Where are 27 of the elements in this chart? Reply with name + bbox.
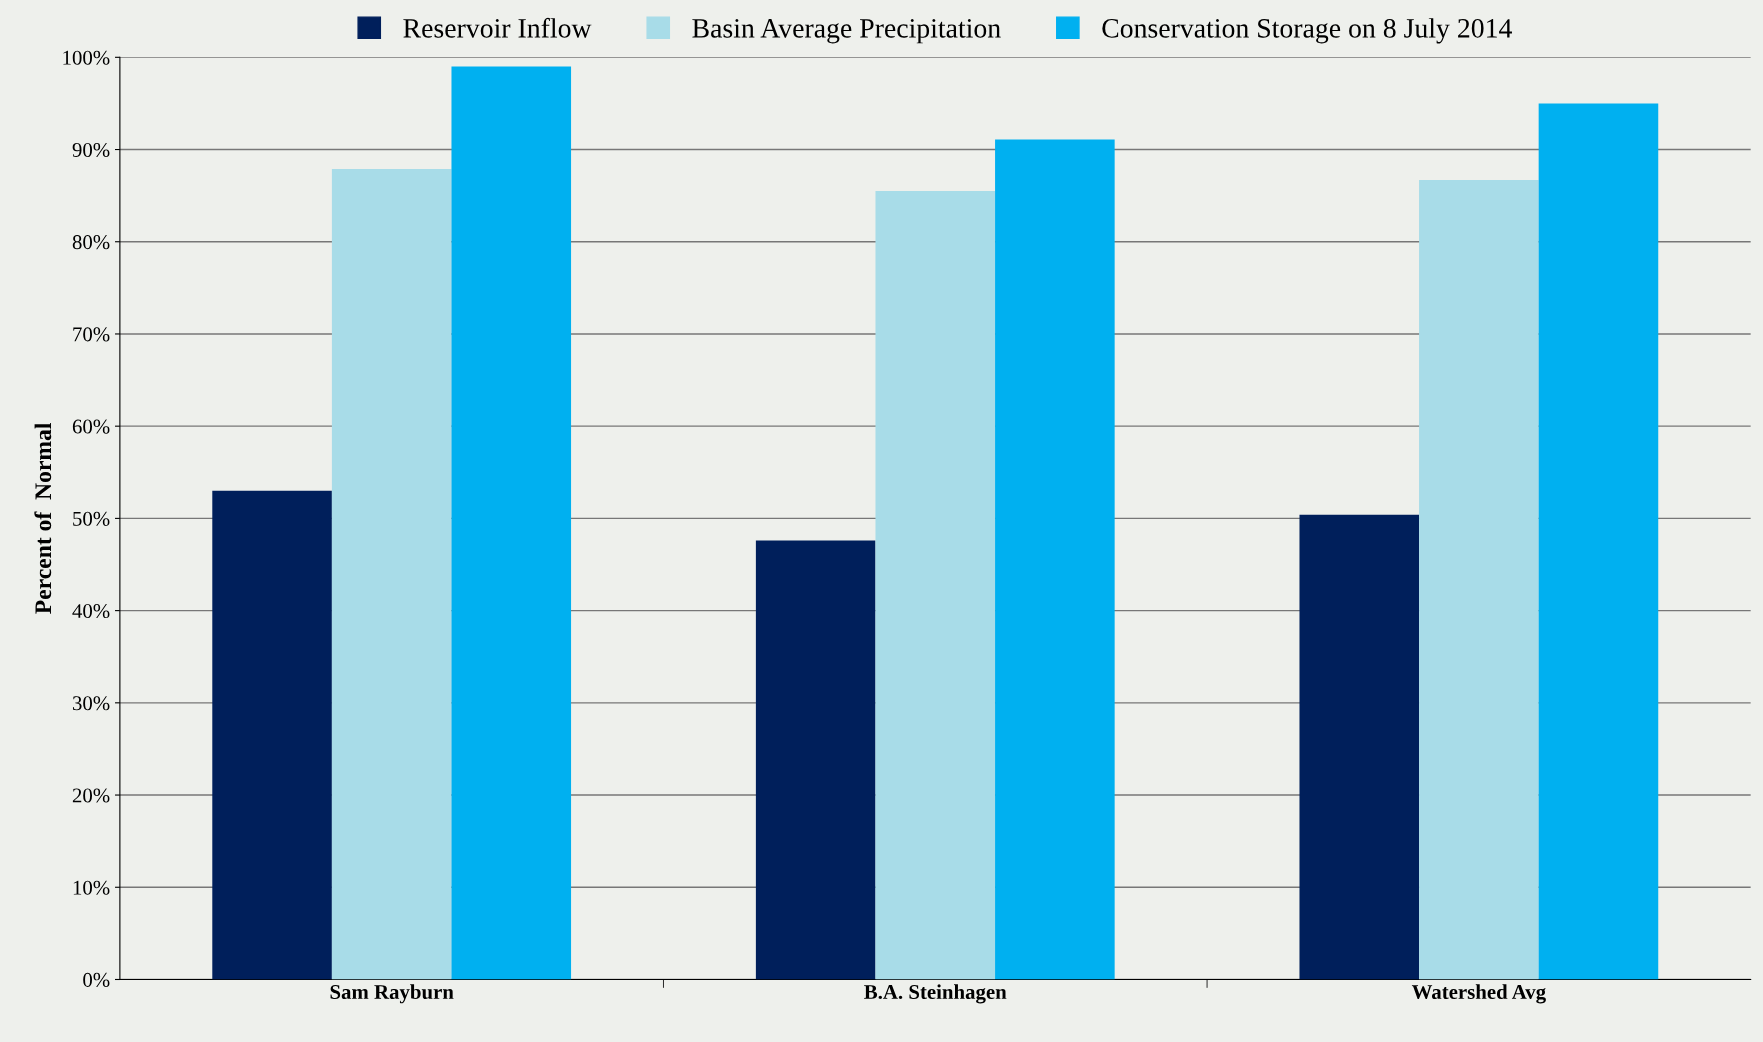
y-tick-label: 10% <box>73 880 110 895</box>
y-tick-label: 70% <box>73 327 110 342</box>
bar <box>875 191 996 980</box>
bar <box>212 490 332 980</box>
legend-label: Reservoir Inflow <box>403 17 592 38</box>
bar <box>995 139 1115 980</box>
y-tick-label: 40% <box>72 603 110 619</box>
legend-label: Conservation Storage on 8 July 2014 <box>1102 18 1512 44</box>
x-tick-label: Watershed Avg <box>1411 984 1546 1004</box>
y-tick-label: 30% <box>72 696 110 711</box>
y-tick-label: 60% <box>72 419 110 434</box>
bar <box>331 168 452 980</box>
bar <box>1419 179 1539 980</box>
y-tick-label: 50% <box>73 511 110 526</box>
bar <box>1299 514 1420 980</box>
x-tick-label: Sam Rayburn <box>330 984 454 1004</box>
y-tick-label: 0% <box>83 972 110 987</box>
y-axis-title: Percent of Normal <box>34 422 52 614</box>
x-tick-label: B.A. Steinhagen <box>864 984 1007 1004</box>
y-tick-label: 90% <box>72 142 110 158</box>
bar <box>755 540 876 980</box>
y-tick-label: 20% <box>72 788 110 803</box>
bar <box>1538 103 1659 980</box>
y-tick-label: 80% <box>72 235 110 250</box>
legend-label: Basin Average Precipitation <box>692 19 1001 44</box>
bar <box>451 66 572 980</box>
y-tick-label: 100% <box>63 50 110 65</box>
